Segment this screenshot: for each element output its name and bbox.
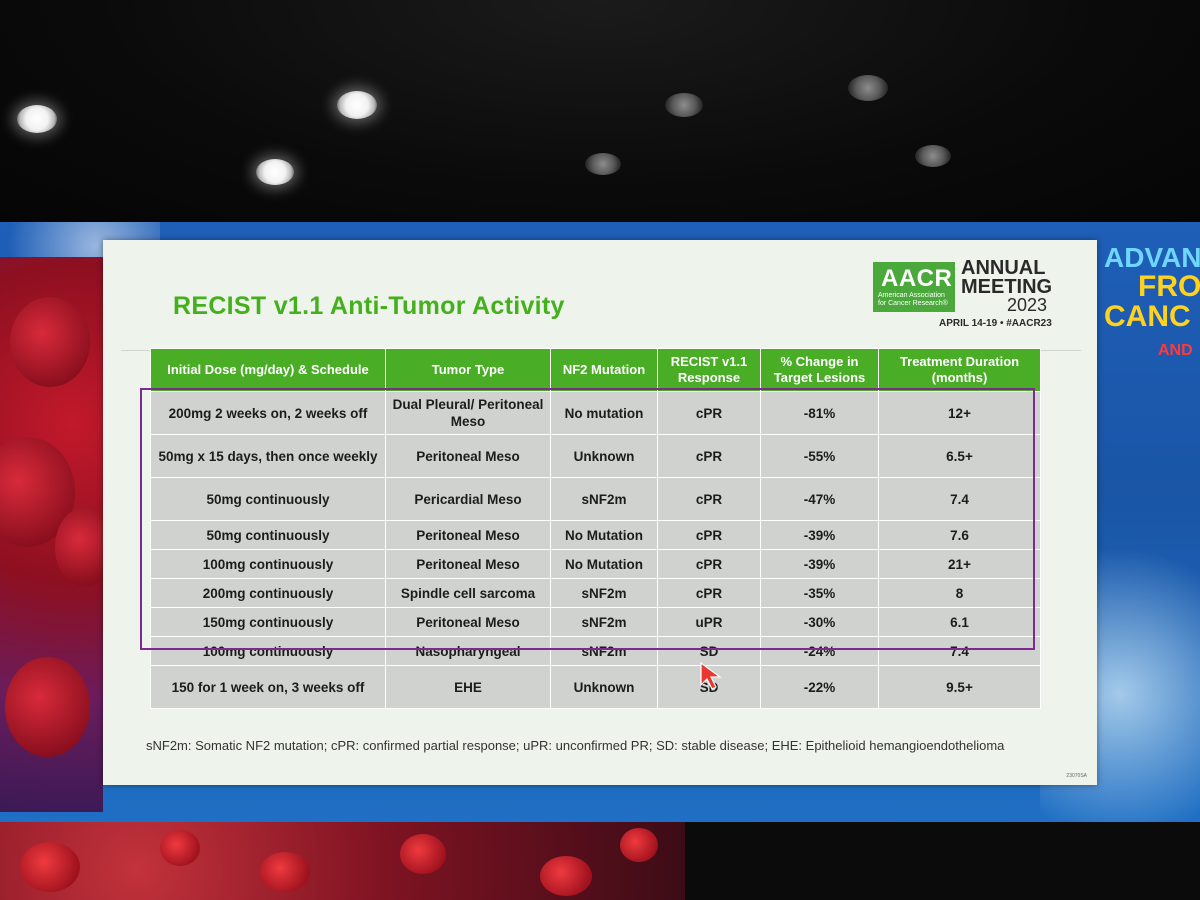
stage-bottom (0, 822, 1200, 900)
cell-dose: 50mg continuously (150, 477, 386, 521)
table-row: 100mg continuously Nasopharyngeal sNF2m … (150, 636, 1041, 666)
cell-pct-change: -39% (760, 520, 879, 550)
cell-tumor-type: Dual Pleural/ Peritoneal Meso (385, 391, 551, 435)
logo-meeting: MEETING (961, 276, 1053, 298)
header-duration: Treatment Duration (months) (878, 348, 1041, 392)
cell-nf2-mutation: sNF2m (550, 578, 658, 608)
header-recist-response: RECIST v1.1 Response (657, 348, 761, 392)
cell-nf2-mutation: No Mutation (550, 520, 658, 550)
header-nf2-mutation: NF2 Mutation (550, 348, 658, 392)
backdrop-text: ADVAN (1104, 242, 1200, 273)
cell-tumor-type: EHE (385, 665, 551, 709)
pointer-cursor-icon (700, 661, 722, 690)
cell-duration: 7.4 (878, 477, 1041, 521)
cell-tumor-type: Spindle cell sarcoma (385, 578, 551, 608)
cell-tumor-type: Peritoneal Meso (385, 520, 551, 550)
slide-code: 23070SA (1066, 773, 1087, 779)
cell-duration: 6.1 (878, 607, 1041, 637)
cell-dose: 50mg continuously (150, 520, 386, 550)
header-pct-change: % Change in Target Lesions (760, 348, 879, 392)
cell-nf2-mutation: Unknown (550, 434, 658, 478)
cell-tumor-type: Nasopharyngeal (385, 636, 551, 666)
cell-response: uPR (657, 607, 761, 637)
table-row: 200mg continuously Spindle cell sarcoma … (150, 578, 1041, 608)
logo-brand: AACR (881, 265, 953, 292)
logo-subtitle: American Association for Cancer Research… (878, 292, 948, 307)
cell-nf2-mutation: No mutation (550, 391, 658, 435)
ceiling-light (585, 153, 621, 175)
table-row: 100mg continuously Peritoneal Meso No Mu… (150, 549, 1041, 579)
header-dose: Initial Dose (mg/day) & Schedule (150, 348, 386, 392)
cell-tumor-type: Pericardial Meso (385, 477, 551, 521)
cell-pct-change: -81% (760, 391, 879, 435)
ceiling-light (337, 91, 377, 119)
cell-nf2-mutation: No Mutation (550, 549, 658, 579)
ceiling-light (256, 159, 294, 185)
cell-pct-change: -39% (760, 549, 879, 579)
table-row: 50mg continuously Peritoneal Meso No Mut… (150, 520, 1041, 550)
cell-duration: 9.5+ (878, 665, 1041, 709)
ceiling-light (17, 105, 57, 133)
logo-year: 2023 (1007, 295, 1048, 315)
cell-dose: 200mg continuously (150, 578, 386, 608)
backdrop-text: AND (1158, 342, 1193, 359)
cell-pct-change: -47% (760, 477, 879, 521)
cell-dose: 200mg 2 weeks on, 2 weeks off (150, 391, 386, 435)
ceiling (0, 0, 1200, 225)
cell-tumor-type: Peritoneal Meso (385, 434, 551, 478)
table-header-row: Initial Dose (mg/day) & Schedule Tumor T… (150, 348, 1041, 392)
cell-nf2-mutation: Unknown (550, 665, 658, 709)
cell-pct-change: -30% (760, 607, 879, 637)
cell-duration: 8 (878, 578, 1041, 608)
logo-date: APRIL 14-19 • #AACR23 (939, 318, 1052, 329)
header-tumor-type: Tumor Type (385, 348, 551, 392)
cell-pct-change: -35% (760, 578, 879, 608)
cell-response: cPR (657, 434, 761, 478)
table-row: 150 for 1 week on, 3 weeks off EHE Unkno… (150, 665, 1041, 709)
cell-dose: 100mg continuously (150, 549, 386, 579)
cell-response: cPR (657, 578, 761, 608)
cell-pct-change: -55% (760, 434, 879, 478)
cell-dose: 150 for 1 week on, 3 weeks off (150, 665, 386, 709)
footnote: sNF2m: Somatic NF2 mutation; cPR: confir… (146, 738, 1005, 753)
cell-duration: 12+ (878, 391, 1041, 435)
cell-response: cPR (657, 549, 761, 579)
cell-nf2-mutation: sNF2m (550, 607, 658, 637)
blood-cells-image (0, 257, 115, 812)
ceiling-light (665, 93, 703, 117)
cell-tumor-type: Peritoneal Meso (385, 607, 551, 637)
cell-duration: 7.6 (878, 520, 1041, 550)
presentation-slide: RECIST v1.1 Anti-Tumor Activity AACR Ame… (103, 240, 1097, 785)
table-row: 50mg x 15 days, then once weekly Periton… (150, 434, 1041, 478)
ceiling-light (915, 145, 951, 167)
table-row: 50mg continuously Pericardial Meso sNF2m… (150, 477, 1041, 521)
ceiling-light (848, 75, 888, 101)
cell-duration: 21+ (878, 549, 1041, 579)
slide-title: RECIST v1.1 Anti-Tumor Activity (173, 292, 565, 320)
table-row: 200mg 2 weeks on, 2 weeks off Dual Pleur… (150, 391, 1041, 435)
lower-screen (0, 822, 685, 900)
backdrop-text: FRO (1138, 270, 1200, 303)
aacr-logo: AACR American Association for Cancer Res… (873, 258, 1073, 334)
cell-duration: 7.4 (878, 636, 1041, 666)
cell-nf2-mutation: sNF2m (550, 477, 658, 521)
backdrop-text: CANC (1104, 300, 1191, 333)
cell-pct-change: -22% (760, 665, 879, 709)
cell-dose: 150mg continuously (150, 607, 386, 637)
logo-annual: ANNUAL (961, 257, 1046, 279)
cell-response: cPR (657, 520, 761, 550)
results-table: Initial Dose (mg/day) & Schedule Tumor T… (150, 348, 1041, 709)
cell-duration: 6.5+ (878, 434, 1041, 478)
cell-response: cPR (657, 477, 761, 521)
cell-dose: 50mg x 15 days, then once weekly (150, 434, 386, 478)
cell-pct-change: -24% (760, 636, 879, 666)
cell-response: cPR (657, 391, 761, 435)
cell-tumor-type: Peritoneal Meso (385, 549, 551, 579)
cell-dose: 100mg continuously (150, 636, 386, 666)
aacr-logo-box: AACR American Association for Cancer Res… (873, 262, 955, 312)
table-row: 150mg continuously Peritoneal Meso sNF2m… (150, 607, 1041, 637)
cell-nf2-mutation: sNF2m (550, 636, 658, 666)
